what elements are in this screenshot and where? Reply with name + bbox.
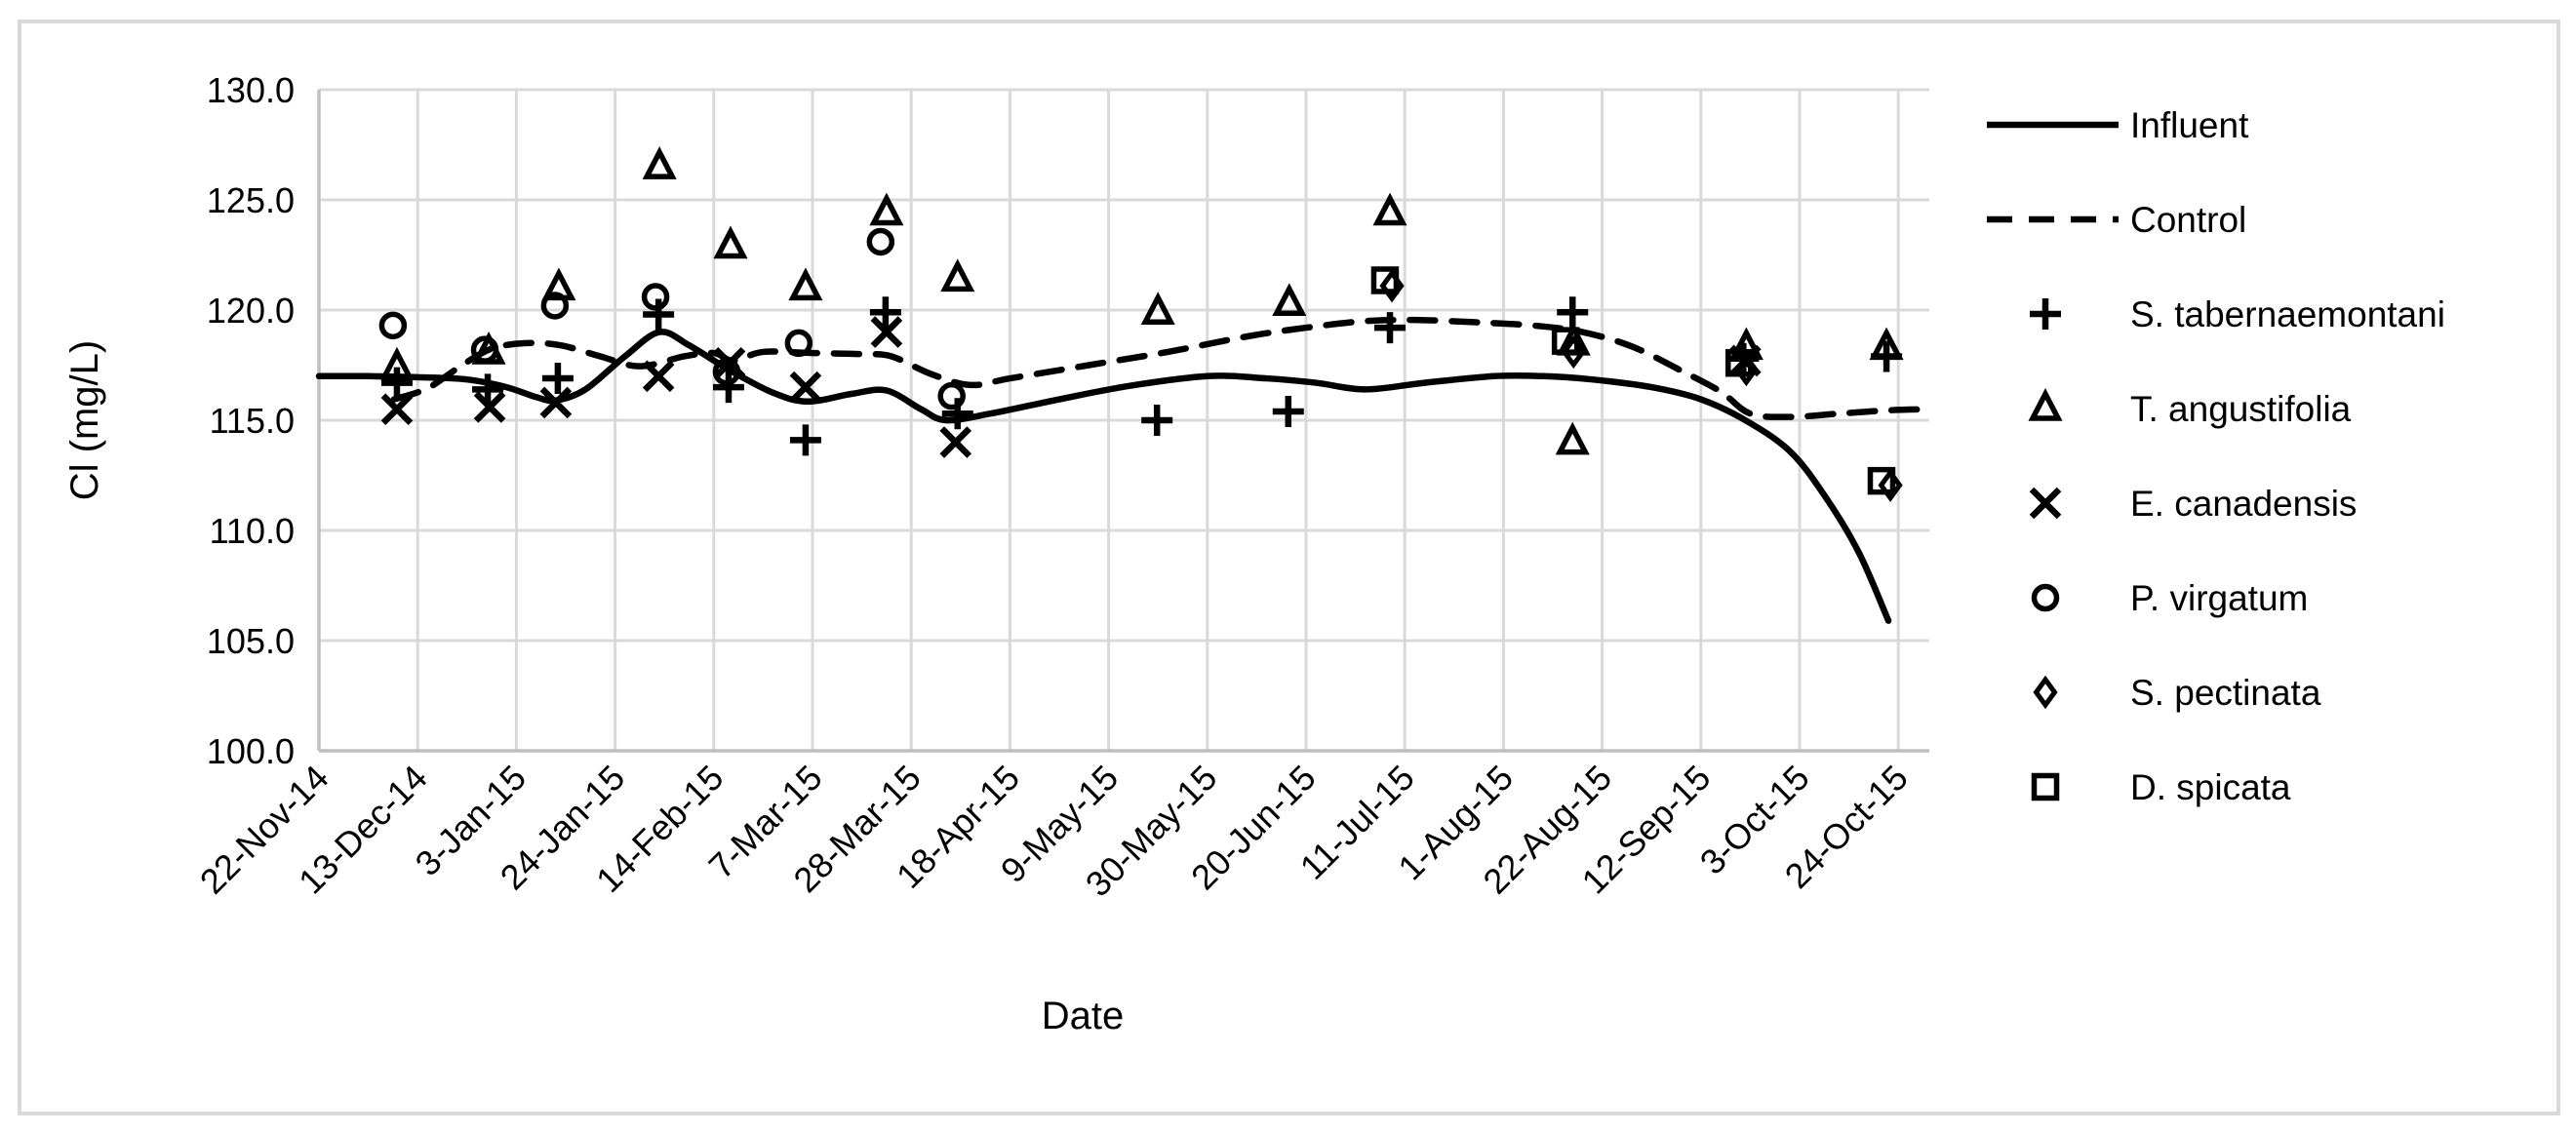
x-marker bbox=[380, 393, 414, 425]
plus-marker bbox=[789, 424, 821, 456]
plus-marker bbox=[380, 367, 413, 399]
legend-circle-icon bbox=[2031, 583, 2060, 612]
scatter-series-p-virgatum bbox=[378, 227, 966, 410]
triangle-marker bbox=[1372, 192, 1407, 226]
legend-item-control: Control bbox=[1987, 200, 2246, 240]
x-marker bbox=[473, 391, 506, 423]
plus-marker bbox=[1272, 395, 1304, 427]
axis-layer bbox=[317, 90, 1929, 753]
square-marker bbox=[1551, 327, 1580, 355]
square-marker bbox=[1370, 266, 1400, 294]
legend-label: D. spicata bbox=[2130, 767, 2291, 807]
scatter-series-d-spicata bbox=[1370, 266, 1896, 495]
y-tick-label: 100.0 bbox=[207, 731, 295, 771]
legend-label: P. virgatum bbox=[2130, 578, 2308, 618]
legend-label: E. canadensis bbox=[2130, 484, 2357, 524]
y-tick-label: 120.0 bbox=[207, 291, 295, 331]
triangle-marker bbox=[713, 225, 748, 259]
circle-marker bbox=[784, 329, 813, 358]
circle-marker bbox=[866, 227, 895, 256]
x-marker bbox=[870, 316, 903, 348]
triangle-marker bbox=[1869, 327, 1904, 361]
plus-marker bbox=[1141, 405, 1173, 436]
circle-marker bbox=[937, 381, 966, 410]
series-layer bbox=[315, 146, 1931, 624]
legend-item-e-canadensis: E. canadensis bbox=[2029, 484, 2357, 524]
legend-x-icon bbox=[2029, 487, 2062, 520]
triangle-marker bbox=[379, 346, 415, 380]
circle-marker bbox=[641, 283, 670, 311]
triangle-marker bbox=[1140, 292, 1175, 326]
legend-item-influent: Influent bbox=[1987, 105, 2249, 145]
circle-marker bbox=[712, 358, 741, 386]
plus-marker bbox=[869, 296, 901, 329]
triangle-marker bbox=[1272, 283, 1307, 316]
triangle-marker bbox=[1555, 421, 1590, 455]
x-marker bbox=[789, 371, 822, 404]
square-marker bbox=[1867, 466, 1896, 495]
x-marker bbox=[939, 426, 972, 458]
legend-item-s-pectinata: S. pectinata bbox=[2033, 673, 2321, 713]
diamond-marker bbox=[1878, 468, 1903, 502]
legend-label: S. pectinata bbox=[2130, 673, 2321, 713]
control-line bbox=[390, 316, 1931, 420]
y-tick-label: 110.0 bbox=[210, 511, 295, 551]
y-axis-title: Cl (mg/L) bbox=[63, 340, 106, 500]
legend-label: T. angustifolia bbox=[2130, 389, 2352, 429]
plus-marker bbox=[712, 371, 744, 404]
legend-triangle-icon bbox=[2028, 388, 2063, 421]
legend-item-d-spicata: D. spicata bbox=[2031, 767, 2291, 807]
circle-marker bbox=[470, 335, 499, 364]
influent-line bbox=[315, 329, 1892, 624]
triangle-marker bbox=[642, 146, 677, 179]
square-marker bbox=[1725, 348, 1754, 377]
plus-marker bbox=[643, 298, 675, 331]
legend-label: Control bbox=[2130, 200, 2246, 240]
y-tick-label: 130.0 bbox=[207, 70, 295, 110]
plus-marker bbox=[1557, 296, 1589, 329]
circle-marker bbox=[540, 292, 570, 320]
x-axis-title: Date bbox=[1042, 995, 1125, 1037]
legend-square-icon bbox=[2031, 772, 2060, 801]
legend: Influent Control S. tabernaemontani T. angu… bbox=[1987, 105, 2445, 807]
legend-label: S. tabernaemontani bbox=[2130, 294, 2445, 334]
tick-label-layer: 100.0105.0110.0115.0120.0125.0130.022-No… bbox=[192, 70, 1916, 904]
triangle-marker bbox=[940, 258, 975, 293]
legend-label: Influent bbox=[2130, 105, 2249, 145]
x-marker bbox=[539, 386, 573, 419]
scatter-series-t-angustifolia bbox=[379, 146, 1904, 455]
legend-item-t-angustifolia: T. angustifolia bbox=[2028, 388, 2352, 429]
plus-marker bbox=[1374, 312, 1407, 344]
x-marker bbox=[642, 360, 675, 393]
diamond-marker bbox=[1561, 334, 1586, 370]
y-tick-label: 105.0 bbox=[207, 621, 295, 661]
y-tick-label: 125.0 bbox=[207, 180, 295, 220]
plus-marker bbox=[472, 373, 504, 406]
legend-item-s-tabernaemontani: S. tabernaemontani bbox=[2030, 294, 2445, 334]
grid-layer bbox=[317, 88, 1929, 751]
legend-plus-icon bbox=[2030, 298, 2061, 330]
triangle-marker bbox=[788, 267, 823, 301]
legend-item-p-virgatum: P. virgatum bbox=[2031, 578, 2308, 618]
scatter-series-s-tabernaemontani bbox=[380, 296, 1903, 456]
y-tick-label: 115.0 bbox=[210, 401, 295, 441]
plus-marker bbox=[541, 363, 574, 395]
legend-diamond-icon bbox=[2033, 675, 2058, 710]
triangle-marker bbox=[869, 192, 904, 226]
circle-marker bbox=[378, 311, 408, 340]
